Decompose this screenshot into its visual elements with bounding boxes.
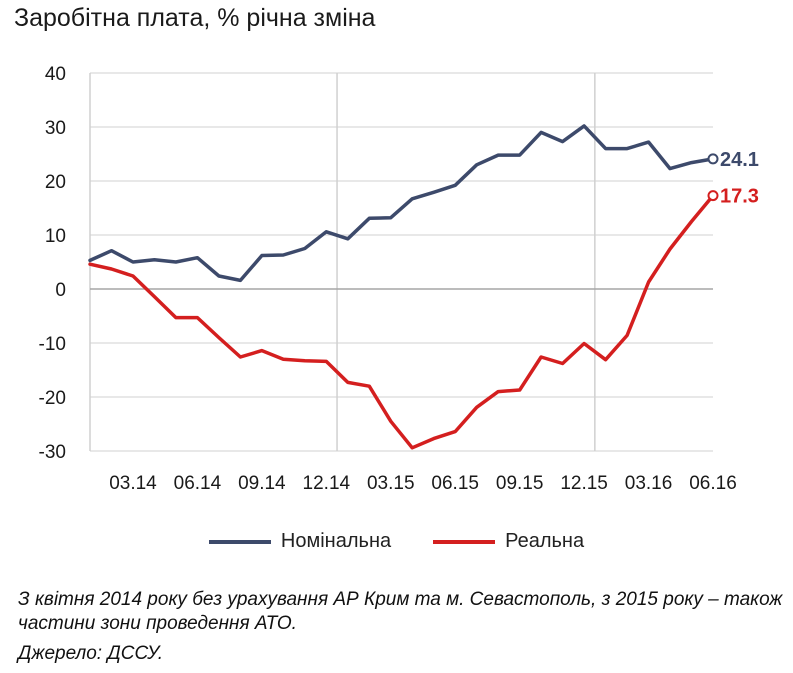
legend-item-real: Реальна [433,530,584,553]
legend: Номінальна Реальна [0,530,793,553]
y-tick-label: 0 [55,280,66,301]
series-line-nominal [88,124,715,283]
x-tick-label: 12.15 [560,473,608,494]
series-layer [88,124,719,450]
x-tick-label: 03.16 [625,473,673,494]
y-tick-label: -20 [39,388,66,409]
x-tick-label: 12.14 [303,473,351,494]
y-tick-label: 40 [45,64,66,85]
legend-swatch-real [433,539,496,544]
y-tick-label: -30 [39,442,66,463]
label-layer: 24.1 17.3 [720,149,759,208]
source-note: Джерело: ДССУ. [18,643,164,664]
y-tick-label: 20 [45,172,66,193]
footnote: З квітня 2014 року без урахування АР Кри… [18,589,783,634]
end-value-label-nominal: 24.1 [720,149,759,171]
end-value-label-real: 17.3 [720,186,759,208]
axis-layer: 40 30 20 10 0 -10 -20 -30 03.14 06.14 09.14 12.14 03… [39,64,737,494]
x-tick-label: 06.15 [431,473,479,494]
legend-item-nominal: Номінальна [208,530,392,553]
legend-label-real: Реальна [505,530,585,552]
legend-swatch-nominal [208,539,271,544]
x-tick-label: 09.15 [496,473,544,494]
legend-label-nominal: Номінальна [280,530,392,552]
line-chart: 40 30 20 10 0 -10 -20 -30 03.14 06.14 09.14 12.14 03… [39,64,759,494]
x-tick-label: 03.15 [367,473,415,494]
x-tick-label: 03.14 [109,473,157,494]
series-line-real [88,193,715,450]
x-tick-label: 09.14 [238,473,286,494]
x-tick-label: 06.16 [689,473,737,494]
x-tick-label: 06.14 [174,473,222,494]
series-end-point-nominal [707,153,719,165]
y-tick-label: 30 [45,118,66,139]
y-tick-label: -10 [39,334,66,355]
series-end-point-real [707,190,719,202]
chart-title: Заробітна плата, % річна зміна [14,4,376,32]
y-tick-label: 10 [45,226,66,247]
